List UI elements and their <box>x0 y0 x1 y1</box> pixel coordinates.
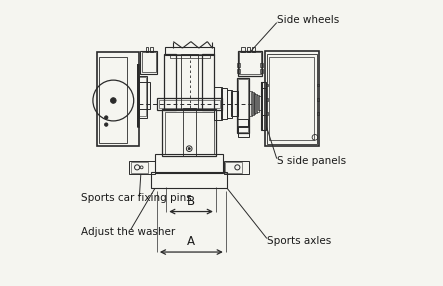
Bar <box>129 160 155 174</box>
Bar <box>131 162 148 173</box>
Bar <box>157 98 222 110</box>
Text: S side panels: S side panels <box>277 156 346 166</box>
Bar <box>146 47 148 52</box>
Text: Side wheels: Side wheels <box>277 15 339 25</box>
Text: Adjust the washer: Adjust the washer <box>82 227 175 237</box>
Bar <box>151 172 227 188</box>
Bar <box>136 64 140 128</box>
Bar <box>238 126 249 137</box>
Bar <box>238 51 262 76</box>
Bar <box>260 82 266 130</box>
Bar <box>317 98 319 100</box>
Bar <box>266 98 268 100</box>
Bar <box>183 108 196 156</box>
Bar <box>231 91 238 116</box>
Bar <box>224 160 249 174</box>
Bar <box>260 82 263 130</box>
Bar <box>225 162 242 173</box>
Bar <box>265 51 319 146</box>
Bar <box>221 88 227 119</box>
Text: B: B <box>187 195 195 208</box>
Bar <box>258 96 260 110</box>
Bar <box>162 109 216 156</box>
Bar <box>252 47 256 52</box>
Bar <box>317 112 319 115</box>
Bar <box>254 94 257 113</box>
Bar <box>97 52 139 146</box>
Circle shape <box>105 123 108 126</box>
Bar <box>266 112 268 115</box>
Bar <box>237 119 249 128</box>
Bar <box>247 47 250 52</box>
Bar <box>159 100 220 108</box>
Bar <box>317 84 319 86</box>
Bar <box>165 47 214 55</box>
Text: A: A <box>187 235 195 248</box>
Bar <box>140 51 157 74</box>
Bar <box>139 82 150 109</box>
Bar <box>165 112 214 154</box>
Bar <box>139 76 147 118</box>
Circle shape <box>188 148 190 150</box>
Bar <box>266 84 268 86</box>
Circle shape <box>110 98 116 103</box>
Bar <box>241 47 245 52</box>
Bar <box>99 57 128 143</box>
Bar <box>181 54 198 109</box>
Bar <box>214 87 222 120</box>
Bar <box>150 47 153 52</box>
Bar <box>256 95 259 112</box>
Bar <box>237 63 240 67</box>
Bar <box>253 93 256 114</box>
Bar <box>136 64 140 128</box>
Bar <box>164 54 176 110</box>
Bar <box>260 69 263 73</box>
Bar <box>268 53 317 144</box>
Bar <box>261 88 266 115</box>
Bar <box>155 154 223 173</box>
Bar <box>239 52 261 74</box>
Bar <box>251 92 254 115</box>
Bar <box>237 78 249 133</box>
Text: Sports axles: Sports axles <box>267 236 331 246</box>
Bar <box>227 90 232 118</box>
Bar <box>249 91 252 116</box>
Bar <box>238 79 248 132</box>
Bar <box>202 54 214 110</box>
Bar <box>170 54 210 58</box>
Bar <box>260 63 263 67</box>
Bar <box>140 77 146 116</box>
Circle shape <box>105 116 108 119</box>
Bar <box>269 57 315 140</box>
Bar <box>142 52 156 72</box>
Bar <box>237 69 240 73</box>
Text: Sports car fixing pins: Sports car fixing pins <box>82 193 192 203</box>
